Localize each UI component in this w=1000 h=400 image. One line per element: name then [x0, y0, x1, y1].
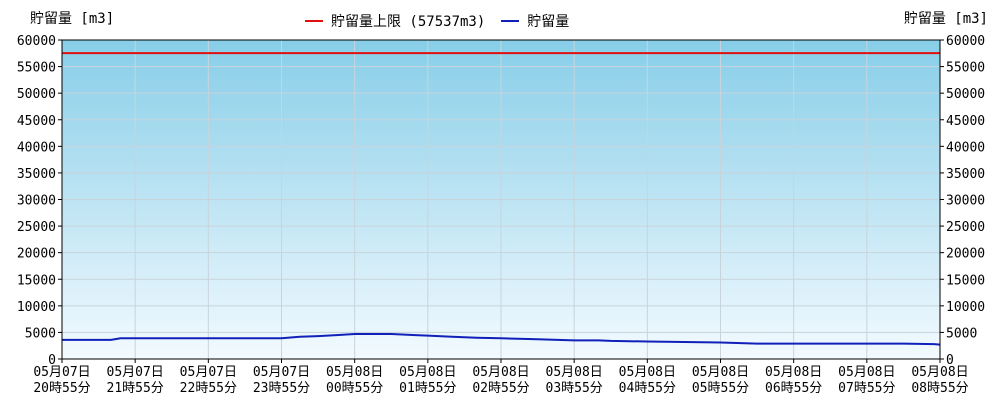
- axis-labels: 0 0 5000 5000 10000 10000 15000 15000 20000 20000…: [17, 34, 985, 396]
- x-tick-label-time: 22時55分: [180, 381, 237, 396]
- x-tick-label-date: 05月08日: [326, 365, 383, 380]
- x-tick-label-time: 08時55分: [911, 381, 968, 396]
- x-tick-label-time: 07時55分: [838, 381, 895, 396]
- y-tick-label-right: 60000: [946, 34, 985, 49]
- x-tick-label-time: 01時55分: [399, 381, 456, 396]
- x-tick-label-time: 05時55分: [692, 381, 749, 396]
- y-tick-label-left: 10000: [17, 300, 56, 315]
- x-tick-label-date: 05月08日: [838, 365, 895, 380]
- x-tick-label-date: 05月07日: [253, 365, 310, 380]
- x-tick-label-date: 05月08日: [692, 365, 749, 380]
- x-tick-label-time: 00時55分: [326, 381, 383, 396]
- y-tick-label-right: 10000: [946, 300, 985, 315]
- x-tick-label-time: 20時55分: [33, 381, 90, 396]
- y-tick-label-left: 45000: [17, 114, 56, 129]
- series-line-storage: [62, 333, 941, 346]
- y-tick-label-left: 25000: [17, 220, 56, 235]
- x-tick-label-date: 05月07日: [33, 365, 90, 380]
- x-tick-label-date: 05月08日: [765, 365, 822, 380]
- y-tick-label-left: 60000: [17, 34, 56, 49]
- y-tick-label-left: 30000: [17, 194, 56, 209]
- y-tick-label-left: 15000: [17, 273, 56, 288]
- y-axis-label-left: 貯留量 [m3]: [30, 11, 115, 27]
- x-tick-label-time: 03時55分: [546, 381, 603, 396]
- y-tick-label-left: 5000: [25, 326, 56, 341]
- y-tick-label-right: 5000: [946, 326, 977, 341]
- y-tick-label-left: 20000: [17, 247, 56, 262]
- y-tick-label-left: 0: [48, 353, 56, 368]
- y-tick-label-left: 50000: [17, 87, 56, 102]
- legend-label-limit: 貯留量上限 (57537m3): [331, 14, 486, 30]
- legend: 貯留量上限 (57537m3) 貯留量: [305, 11, 569, 31]
- x-tick-label-date: 05月08日: [546, 365, 603, 380]
- y-tick-label-right: 40000: [946, 140, 985, 155]
- legend-swatch-storage: [501, 20, 520, 22]
- y-tick-label-right: 50000: [946, 87, 985, 102]
- legend-item-limit: 貯留量上限 (57537m3): [305, 11, 485, 31]
- x-tick-label-date: 05月07日: [107, 365, 164, 380]
- x-tick-label-time: 06時55分: [765, 381, 822, 396]
- y-tick-label-left: 40000: [17, 140, 56, 155]
- x-tick-label-time: 21時55分: [107, 381, 164, 396]
- y-tick-label-left: 55000: [17, 61, 56, 76]
- y-tick-label-right: 55000: [946, 61, 985, 76]
- x-tick-label-date: 05月08日: [399, 365, 456, 380]
- y-tick-label-right: 20000: [946, 247, 985, 262]
- series-layer: [62, 52, 941, 346]
- y-axis-label-right: 貯留量 [m3]: [903, 11, 988, 27]
- x-tick-label-date: 05月07日: [180, 365, 237, 380]
- x-tick-label-time: 02時55分: [472, 381, 529, 396]
- y-tick-label-right: 15000: [946, 273, 985, 288]
- y-tick-label-right: 35000: [946, 167, 985, 182]
- legend-swatch-limit: [305, 20, 323, 22]
- x-tick-label-date: 05月08日: [911, 365, 968, 380]
- x-tick-label-time: 23時55分: [253, 381, 310, 396]
- x-tick-label-date: 05月08日: [619, 365, 676, 380]
- x-tick-label-time: 04時55分: [619, 381, 676, 396]
- y-tick-label-right: 45000: [946, 114, 985, 129]
- y-tick-label-right: 25000: [946, 220, 985, 235]
- y-tick-label-right: 0: [946, 353, 954, 368]
- legend-item-storage: 貯留量: [501, 11, 569, 31]
- legend-label-storage: 貯留量: [527, 14, 570, 30]
- y-tick-label-right: 30000: [946, 194, 985, 209]
- x-tick-label-date: 05月08日: [472, 365, 529, 380]
- y-tick-label-left: 35000: [17, 167, 56, 182]
